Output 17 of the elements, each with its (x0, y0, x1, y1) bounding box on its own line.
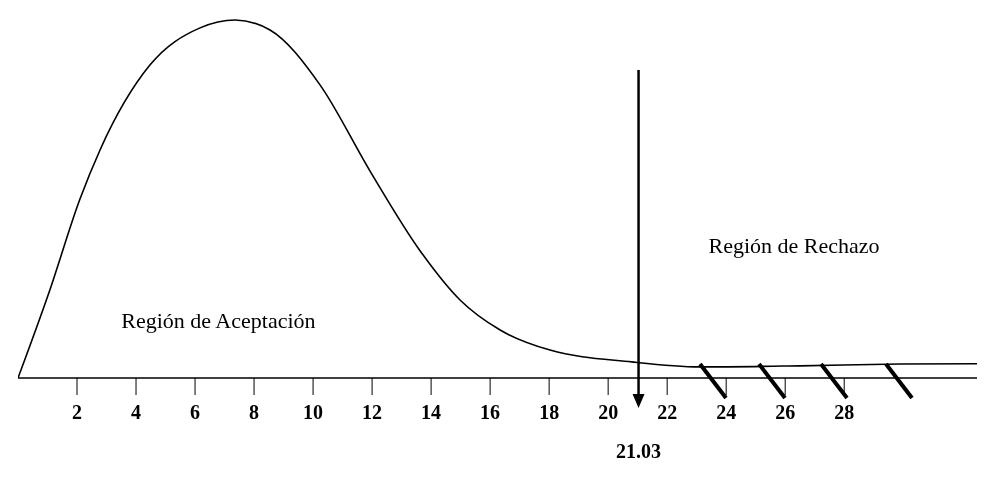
x-tick-label: 10 (303, 401, 324, 423)
x-tick-label: 14 (421, 401, 442, 423)
annotation: Región de Rechazo (708, 233, 880, 259)
x-tick-label: 4 (131, 401, 142, 423)
x-tick-label: 22 (657, 401, 678, 423)
x-tick-label: 28 (834, 401, 855, 423)
ref-line-label: 21.03 (616, 440, 662, 462)
x-tick-label: 2 (72, 401, 83, 423)
x-tick-label: 6 (190, 401, 201, 423)
x-tick-label: 12 (362, 401, 383, 423)
x-tick-label: 26 (775, 401, 796, 423)
x-tick-label: 8 (249, 401, 260, 423)
x-tick-label: 24 (716, 401, 737, 423)
x-tick-label: 18 (539, 401, 560, 423)
x-tick-label: 16 (480, 401, 501, 423)
annotation: Región de Aceptación (121, 308, 316, 334)
x-tick-label: 20 (598, 401, 619, 423)
